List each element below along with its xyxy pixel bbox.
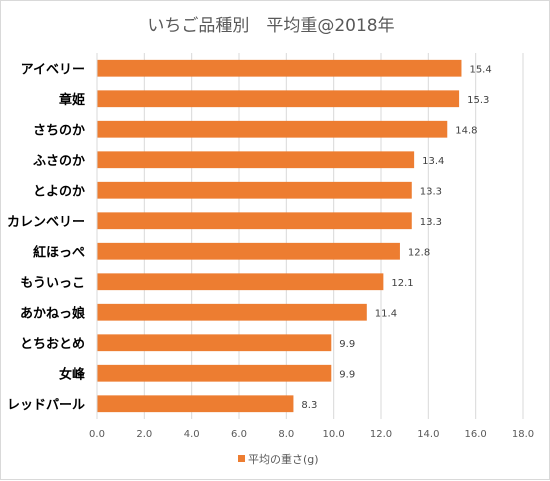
bar	[97, 364, 332, 382]
grid-layer	[96, 53, 524, 419]
x-tick-label: 18.0	[512, 429, 534, 440]
bar	[97, 181, 412, 199]
data-label: 13.4	[422, 156, 444, 167]
category-label: カレンベリー	[7, 215, 85, 230]
data-label: 11.4	[375, 308, 397, 319]
axis-layer: 0.0 2.0 4.0 6.0 8.0 10.0 12.0 14.0 16.0 18.0	[89, 53, 534, 440]
bar	[97, 395, 294, 413]
x-tick-label: 0.0	[89, 429, 105, 440]
x-tick-label: 12.0	[370, 429, 392, 440]
category-label: もういっこ	[20, 276, 85, 291]
data-label: 8.3	[301, 400, 317, 411]
x-tick-label: 16.0	[465, 429, 487, 440]
category-label: 章姫	[59, 92, 85, 108]
data-label: 13.3	[420, 186, 442, 197]
bar	[97, 151, 415, 169]
bar-layer	[97, 59, 462, 413]
bar	[97, 273, 384, 291]
data-label: 9.9	[339, 369, 355, 380]
bar	[97, 303, 367, 321]
x-tick-label: 2.0	[136, 429, 152, 440]
data-label: 14.8	[455, 125, 477, 136]
data-label: 9.9	[339, 339, 355, 350]
data-label: 15.4	[469, 64, 491, 75]
label-layer: アイベリー 15.4 章姫 15.3 さちのか 14.8 ふさのか 13.4 とよのか 13.3 カ…	[7, 62, 492, 413]
category-label: アイベリー	[21, 62, 85, 77]
bar	[97, 334, 332, 352]
x-tick-label: 10.0	[323, 429, 345, 440]
x-tick-label: 14.0	[417, 429, 439, 440]
x-tick-label: 6.0	[231, 429, 247, 440]
category-label: 紅ほっぺ	[33, 244, 85, 260]
data-label: 12.1	[391, 278, 413, 289]
data-label: 12.8	[408, 247, 430, 258]
bar	[97, 120, 448, 138]
legend-swatch	[238, 455, 245, 462]
bar	[97, 212, 412, 230]
bar	[97, 242, 400, 260]
bar	[97, 90, 460, 108]
bar	[97, 59, 462, 77]
category-label: 女峰	[59, 366, 86, 382]
category-label: さちのか	[33, 123, 85, 138]
chart-title: いちご品種別 平均重@2018年	[147, 16, 394, 36]
x-tick-label: 4.0	[184, 429, 200, 440]
legend-label: 平均の重さ(g)	[248, 452, 319, 466]
data-label: 13.3	[420, 217, 442, 228]
category-label: とちおとめ	[20, 337, 85, 352]
data-label: 15.3	[467, 95, 489, 106]
legend: 平均の重さ(g)	[238, 452, 319, 466]
category-label: とよのか	[33, 184, 85, 199]
category-label: あかねっ娘	[20, 305, 86, 321]
category-label: レッドパール	[7, 398, 85, 413]
category-label: ふさのか	[33, 154, 85, 169]
x-tick-label: 8.0	[278, 429, 294, 440]
